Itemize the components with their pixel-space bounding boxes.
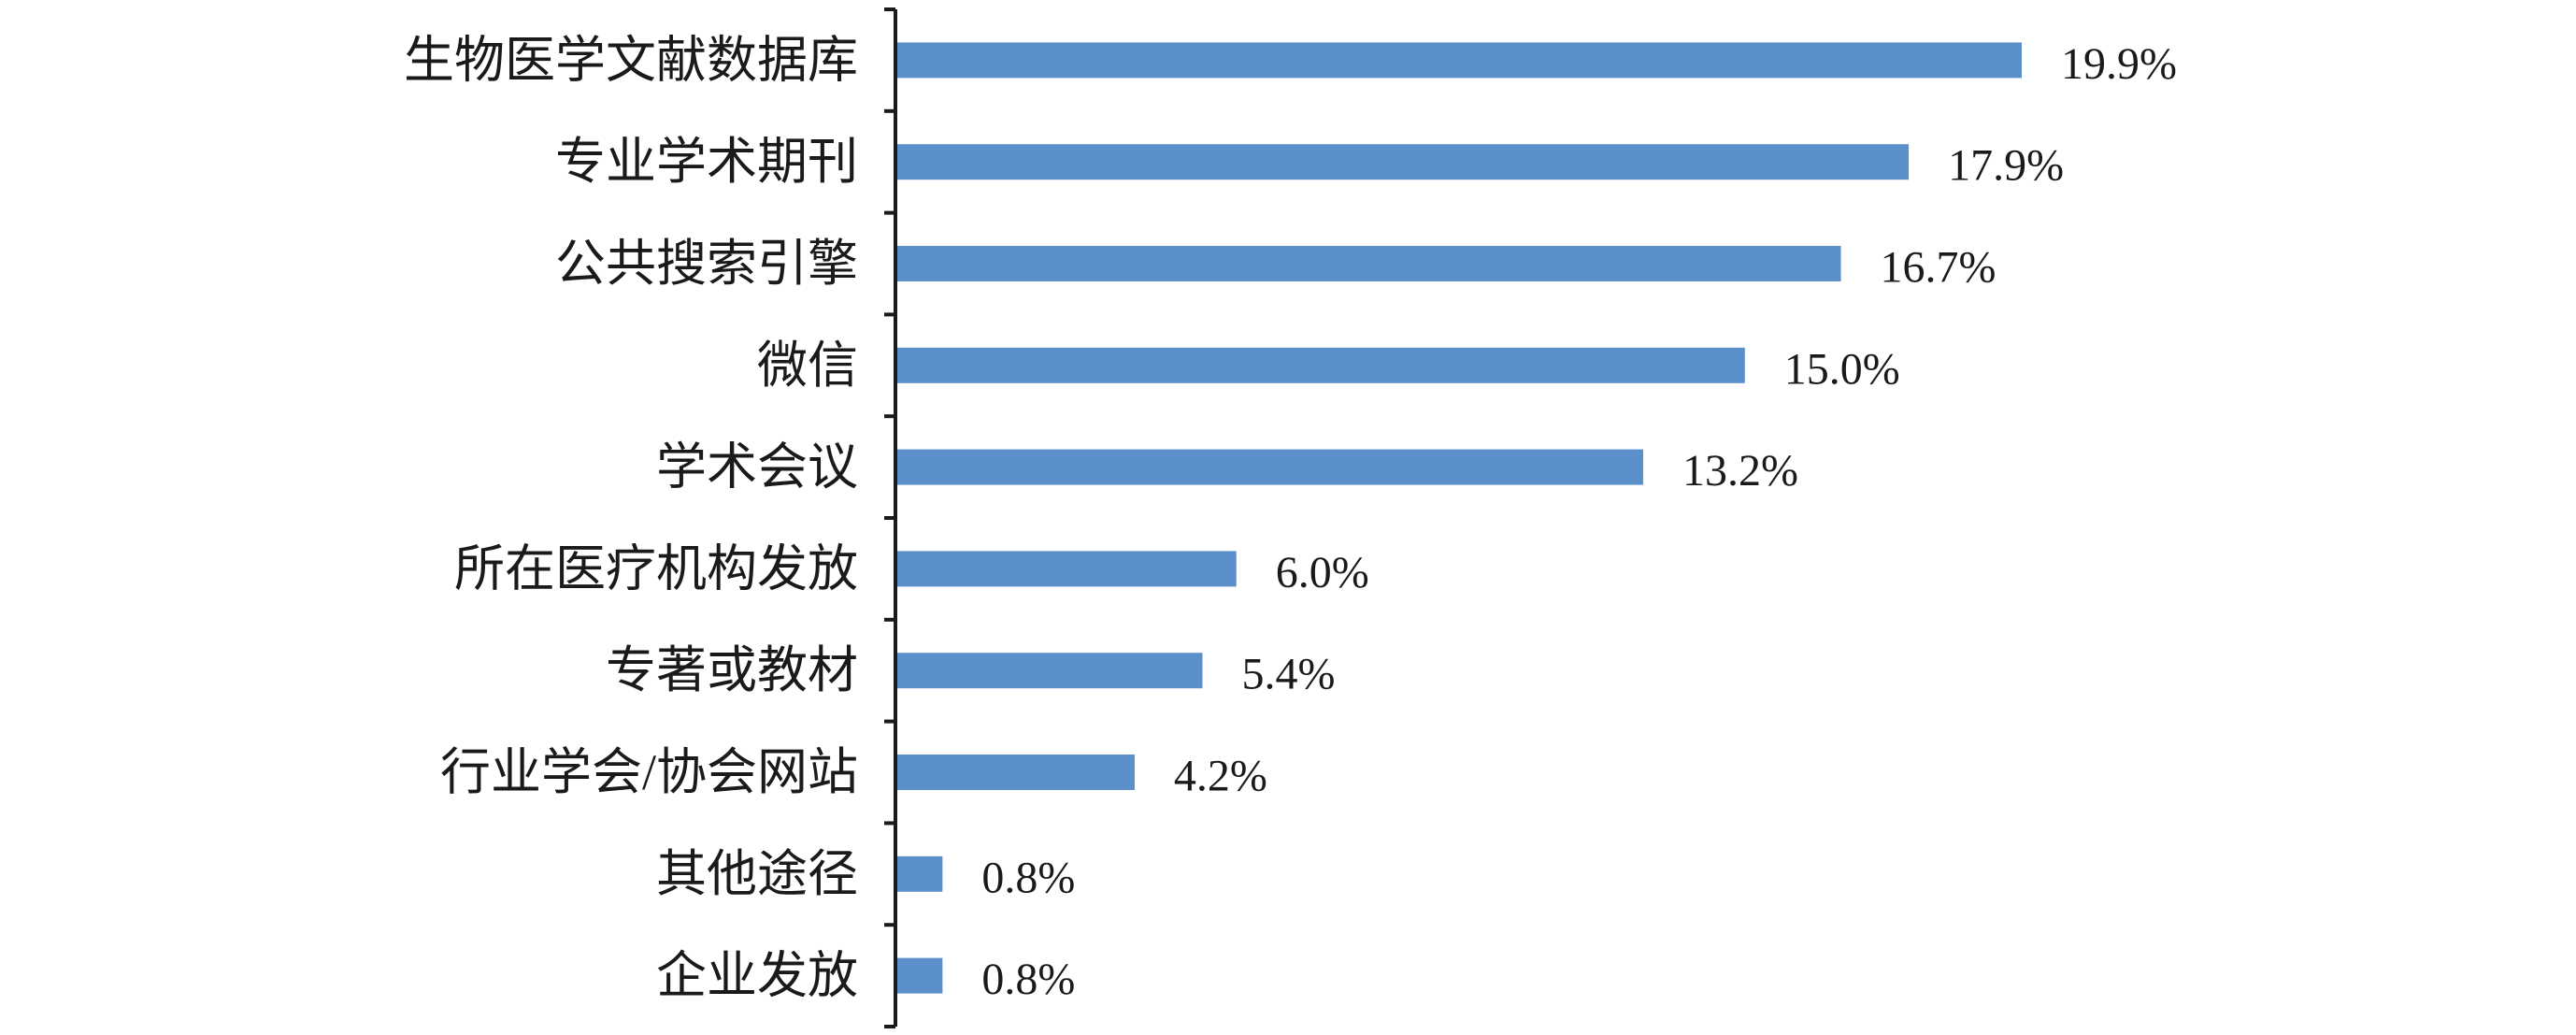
bar: [897, 246, 1841, 281]
category-label: 微信: [757, 338, 858, 394]
value-label: 4.2%: [1174, 752, 1267, 801]
value-label: 0.8%: [981, 955, 1075, 1004]
category-label: 学术会议: [656, 439, 858, 496]
bar: [897, 144, 1910, 180]
category-label: 生物医学文献数据库: [404, 32, 858, 88]
bar: [897, 449, 1643, 485]
bar: [897, 42, 2022, 79]
bar: [897, 957, 943, 994]
bar: [897, 855, 943, 892]
category-label: 企业发放: [656, 948, 858, 1004]
bar: [897, 551, 1237, 587]
category-labels: 生物医学文献数据库专业学术期刊公共搜索引擎微信学术会议所在医疗机构发放专著或教材…: [404, 32, 858, 1003]
bar: [897, 653, 1203, 689]
value-labels: 19.9% 17.9% 16.7% 15.0% 13.2% 6.0% 5.4% 4.2% 0.8…: [981, 39, 2177, 1004]
bar: [897, 755, 1135, 790]
category-label: 专业学术期刊: [555, 134, 858, 190]
category-label: 所在医疗机构发放: [454, 540, 858, 597]
y-axis: [884, 7, 897, 1028]
category-label: 公共搜索引擎: [555, 236, 858, 292]
value-label: 0.8%: [981, 853, 1075, 902]
value-label: 15.0%: [1784, 344, 1900, 394]
value-label: 17.9%: [1948, 141, 2064, 191]
value-label: 5.4%: [1241, 650, 1335, 699]
category-label: 行业学会/协会网站: [440, 744, 858, 800]
value-label: 16.7%: [1881, 243, 1996, 293]
bar: [897, 347, 1745, 383]
value-label: 19.9%: [2061, 39, 2177, 89]
value-label: 13.2%: [1682, 446, 1798, 496]
category-label: 专著或教材: [606, 642, 858, 698]
bars-layer: [897, 42, 2022, 994]
category-label: 其他途径: [656, 846, 858, 902]
value-label: 6.0%: [1276, 548, 1369, 597]
